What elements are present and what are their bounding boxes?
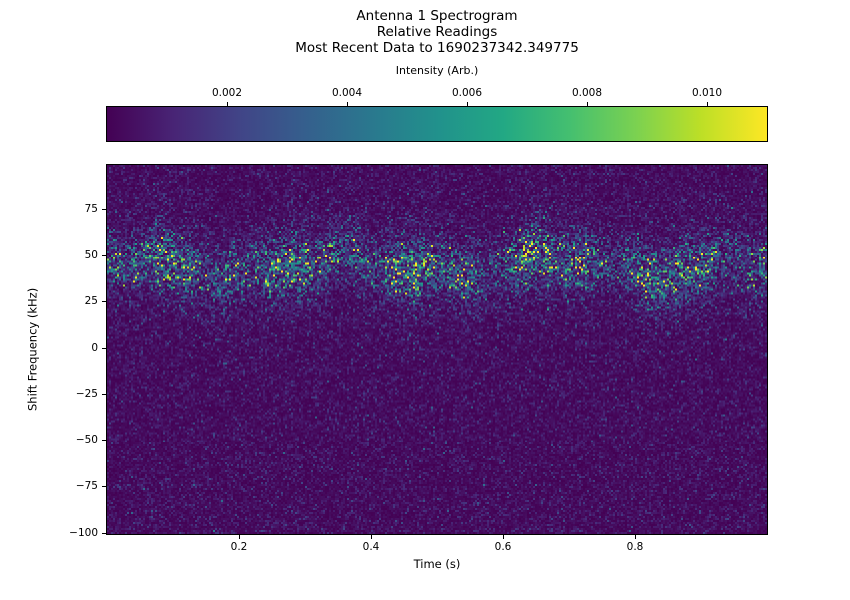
y-axis-label: Shift Frequency (kHz) bbox=[25, 287, 40, 412]
x-tick-mark bbox=[502, 535, 504, 539]
title-line-2: Relative Readings bbox=[376, 24, 498, 40]
y-tick-label: 75 bbox=[84, 202, 98, 215]
x-tick-label: 0.2 bbox=[230, 541, 248, 553]
y-tick-label: −100 bbox=[69, 526, 98, 539]
y-tick-mark bbox=[102, 486, 106, 488]
y-tick-label: −75 bbox=[75, 480, 98, 493]
colorbar-label: Intensity (Arb.) bbox=[395, 64, 479, 77]
spectrogram-image bbox=[107, 165, 767, 534]
y-tick-label: 50 bbox=[84, 249, 98, 262]
colorbar-tick-mark bbox=[586, 102, 588, 106]
title-line-3: Most Recent Data to 1690237342.349775 bbox=[295, 40, 579, 56]
y-tick-mark bbox=[102, 255, 106, 257]
colorbar-tick-label: 0.010 bbox=[691, 87, 723, 99]
y-tick-mark bbox=[102, 347, 106, 349]
x-axis-label: Time (s) bbox=[413, 557, 461, 571]
x-tick-label: 0.8 bbox=[626, 541, 644, 553]
x-tick-label: 0.6 bbox=[494, 541, 512, 553]
colorbar-tick-mark bbox=[466, 102, 468, 106]
colorbar bbox=[106, 106, 768, 142]
colorbar-tick-mark bbox=[706, 102, 708, 106]
colorbar-tick-label: 0.004 bbox=[331, 87, 363, 99]
y-tick-label: −50 bbox=[75, 434, 98, 447]
x-tick-mark bbox=[238, 535, 240, 539]
y-tick-mark bbox=[102, 301, 106, 303]
y-tick-mark bbox=[102, 393, 106, 395]
y-tick-mark bbox=[102, 208, 106, 210]
chart-title: Antenna 1 Spectrogram Relative Readings … bbox=[107, 8, 767, 56]
y-tick-label: 25 bbox=[84, 295, 98, 308]
colorbar-tick-label: 0.002 bbox=[211, 87, 243, 99]
y-tick-label: −25 bbox=[75, 387, 98, 400]
y-tick-label: 0 bbox=[91, 341, 98, 354]
y-tick-mark bbox=[102, 532, 106, 534]
x-tick-mark bbox=[370, 535, 372, 539]
colorbar-tick-label: 0.006 bbox=[451, 87, 483, 99]
colorbar-tick-mark bbox=[346, 102, 348, 106]
colorbar-tick-label: 0.008 bbox=[571, 87, 603, 99]
title-line-1: Antenna 1 Spectrogram bbox=[356, 8, 518, 24]
y-tick-mark bbox=[102, 440, 106, 442]
x-tick-mark bbox=[634, 535, 636, 539]
x-tick-label: 0.4 bbox=[362, 541, 380, 553]
colorbar-tick-mark bbox=[226, 102, 228, 106]
